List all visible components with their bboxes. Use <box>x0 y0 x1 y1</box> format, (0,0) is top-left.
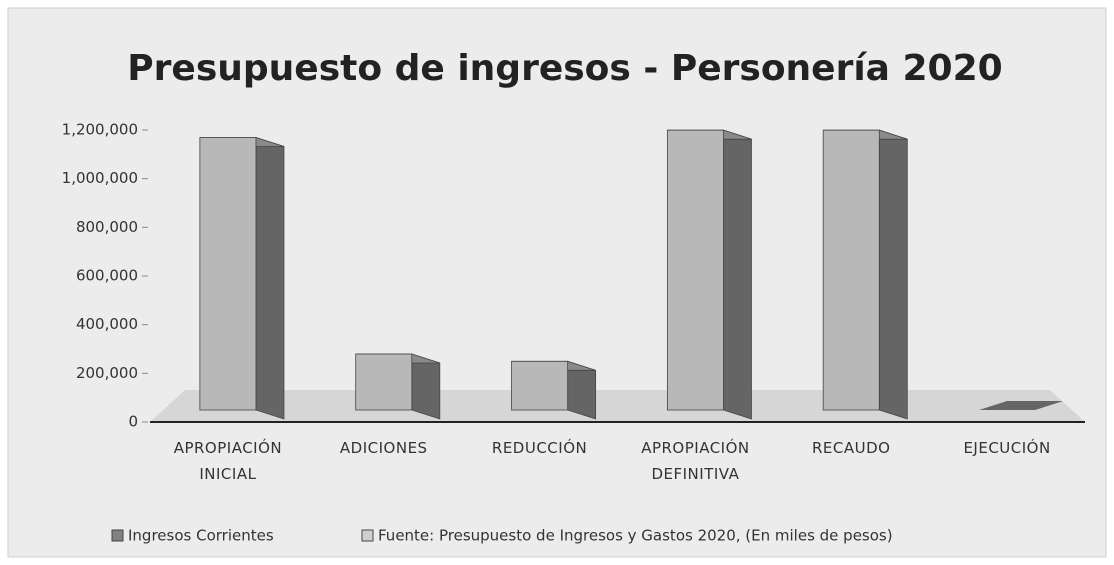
chart-title: Presupuesto de ingresos - Personería 202… <box>127 48 1002 89</box>
bar <box>355 353 413 411</box>
bar <box>822 129 880 411</box>
bar <box>666 129 724 411</box>
bar-side <box>723 129 752 420</box>
bar-side <box>255 136 285 420</box>
x-tick-label: EJECUCIÓN <box>963 438 1050 457</box>
y-tick-label: 800,000 <box>76 218 138 236</box>
bar <box>511 360 569 411</box>
y-tick-label: 1,200,000 <box>62 121 138 139</box>
floor <box>150 390 1085 422</box>
chart-background <box>7 7 1107 558</box>
x-tick-label: APROPIACIÓN INICIAL <box>174 438 282 483</box>
x-tick-label: APROPIACIÓN DEFINITIVA <box>641 438 749 483</box>
bar-side <box>878 129 908 420</box>
y-tick-label: 400,000 <box>76 315 138 333</box>
source-note: Fuente: Presupuesto de Ingresos y Gastos… <box>378 527 893 545</box>
bar-side <box>411 353 441 420</box>
bar-top <box>979 401 1064 410</box>
legend-label: Ingresos Corrientes <box>128 527 274 545</box>
y-tick-label: 1,000,000 <box>62 169 138 187</box>
y-tick-label: 200,000 <box>76 364 138 382</box>
bar <box>199 137 257 411</box>
x-tick-label: REDUCCIÓN <box>492 438 587 457</box>
y-tick-label: 0 <box>128 413 138 431</box>
legend-swatch <box>111 529 124 542</box>
x-tick-label: ADICIONES <box>340 439 428 457</box>
y-tick-label: 600,000 <box>76 267 138 285</box>
legend-swatch <box>361 529 374 542</box>
x-tick-label: RECAUDO <box>812 439 890 457</box>
